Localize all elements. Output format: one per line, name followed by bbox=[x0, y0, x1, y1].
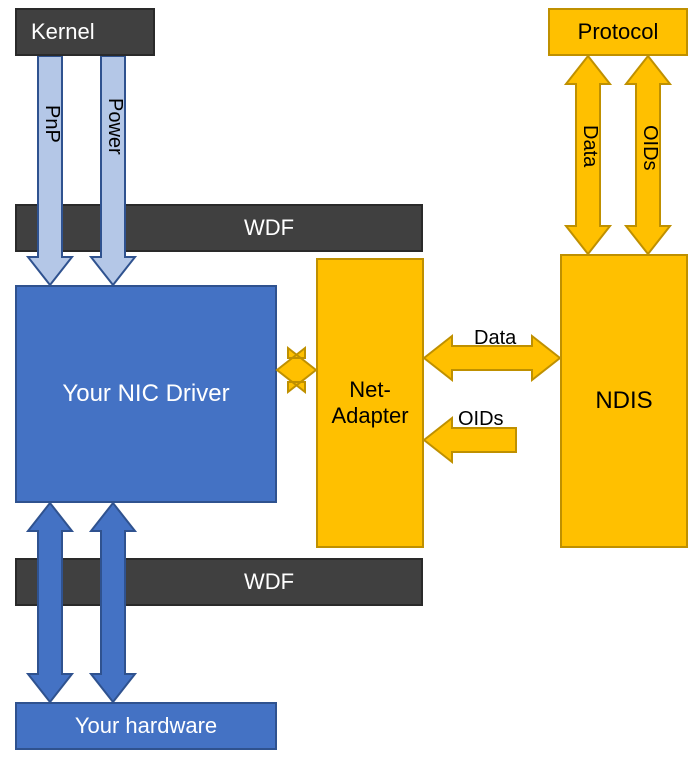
pnp-arrow-label: PnP bbox=[40, 105, 63, 143]
wdf2-box: WDF bbox=[15, 558, 423, 606]
data_right-arrow-label: Data bbox=[474, 327, 516, 350]
wdf1-box: WDF bbox=[15, 204, 423, 252]
oids_right-arrow-label: OIDs bbox=[458, 408, 504, 431]
nic_driver-label: Your NIC Driver bbox=[62, 380, 229, 408]
hw_left-arrow bbox=[28, 503, 72, 702]
protocol-box: Protocol bbox=[548, 8, 688, 56]
power-arrow-label: Power bbox=[103, 98, 126, 155]
power-arrow bbox=[91, 56, 135, 285]
nic_netadapter-arrow bbox=[277, 348, 316, 392]
hardware-label: Your hardware bbox=[75, 713, 217, 739]
net_adapter-box: Net-Adapter bbox=[316, 258, 424, 548]
kernel-label: Kernel bbox=[31, 19, 95, 45]
hardware-box: Your hardware bbox=[15, 702, 277, 750]
net_adapter-label: Net-Adapter bbox=[318, 377, 422, 429]
ndis-label: NDIS bbox=[595, 387, 652, 415]
data_top-arrow-label: Data bbox=[578, 125, 601, 167]
protocol-label: Protocol bbox=[578, 19, 659, 45]
oids_top-arrow-label: OIDs bbox=[638, 125, 661, 171]
pnp-arrow bbox=[28, 56, 72, 285]
wdf1-label: WDF bbox=[244, 215, 294, 241]
ndis-box: NDIS bbox=[560, 254, 688, 548]
wdf2-label: WDF bbox=[244, 569, 294, 595]
hw_right-arrow bbox=[91, 503, 135, 702]
kernel-box: Kernel bbox=[15, 8, 155, 56]
nic_driver-box: Your NIC Driver bbox=[15, 285, 277, 503]
